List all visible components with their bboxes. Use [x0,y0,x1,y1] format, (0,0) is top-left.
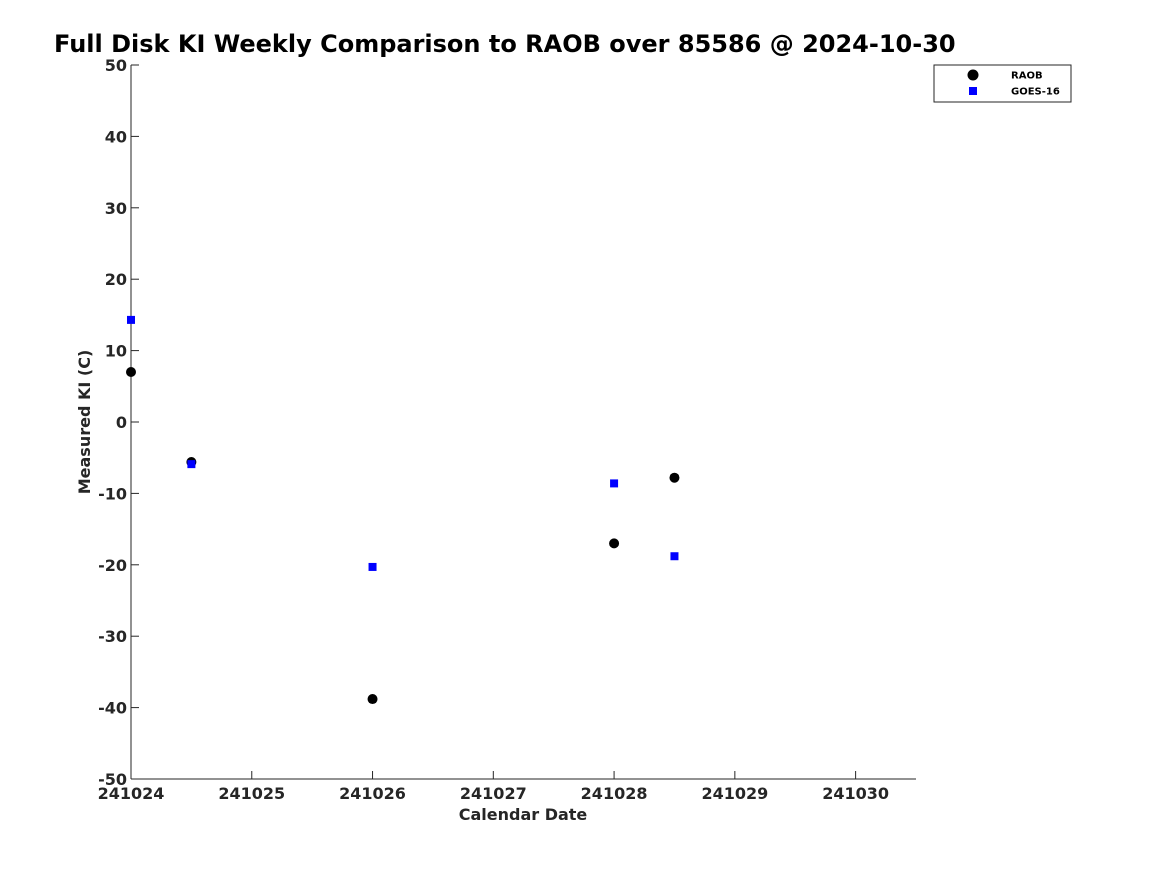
legend-marker-goes-16 [969,87,977,95]
legend-marker-raob [967,69,979,81]
y-tick-label: -40 [98,699,127,718]
raob-point [367,694,378,705]
x-tick-label: 241027 [460,784,527,803]
goes-16-point [127,315,135,324]
x-tick-label: 241028 [581,784,648,803]
y-tick-label: -10 [98,484,127,503]
y-tick-label: -50 [98,770,127,789]
x-tick-label: 241026 [339,784,406,803]
y-ticks: -50 -40 -30 -20 -10 0 10 20 30 40 50 [98,56,139,789]
y-tick-label: 30 [105,199,127,218]
legend-box [933,64,1072,103]
goes-16-point [368,562,377,571]
goes-16-point [610,479,619,488]
goes-16-point [670,552,679,561]
chart-title: Full Disk KI Weekly Comparison to RAOB o… [54,30,956,58]
y-axis-label: Measured KI (C) [75,350,94,495]
x-ticks: 241024 241025 241026 241027 241028 241029 2410… [98,771,889,803]
x-tick-label: 241024 [98,784,165,803]
x-tick-label: 241030 [822,784,889,803]
y-tick-label: 0 [116,413,127,432]
legend: RAOB GOES-16 [933,64,1072,103]
y-tick-label: -30 [98,627,127,646]
y-tick-label: -20 [98,556,127,575]
y-tick-label: 10 [105,342,127,361]
goes-16-point [187,460,196,469]
data-points [126,315,680,705]
raob-point [669,472,680,483]
y-tick-label: 50 [105,56,127,75]
raob-point [126,367,136,378]
legend-label-raob: RAOB [1011,71,1043,82]
y-tick-label: 40 [105,127,127,146]
x-tick-label: 241025 [218,784,285,803]
legend-items: RAOB GOES-16 [967,69,1060,98]
x-axis-label: Calendar Date [459,805,588,824]
x-tick-label: 241029 [701,784,768,803]
raob-point [609,538,620,549]
legend-label-goes-16: GOES-16 [1011,87,1060,98]
y-tick-label: 20 [105,270,127,289]
